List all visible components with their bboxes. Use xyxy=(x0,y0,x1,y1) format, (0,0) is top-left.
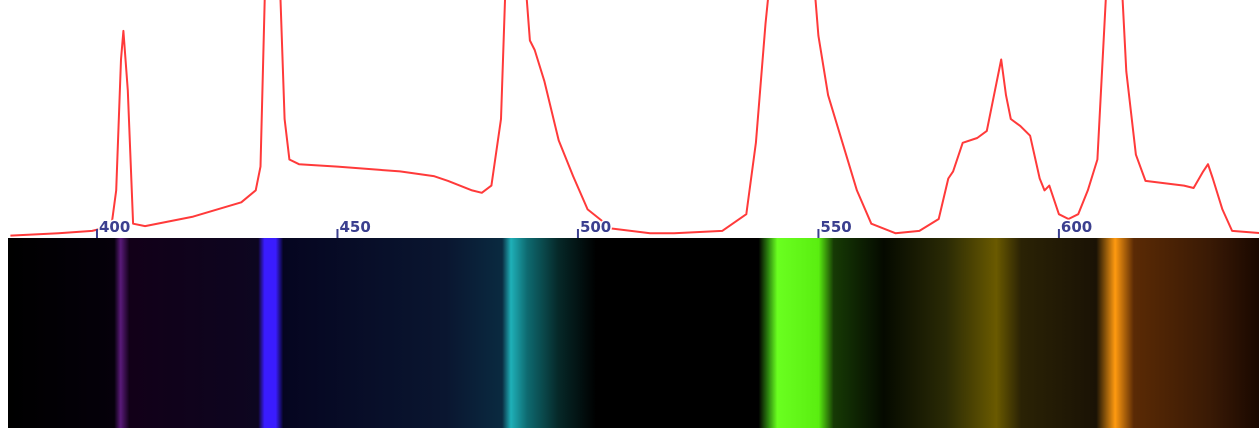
spectrum-line xyxy=(10,0,1259,236)
x-tick-label: 450 xyxy=(339,218,370,236)
plot-area xyxy=(10,0,1259,236)
x-tick-label: 400 xyxy=(99,218,130,236)
x-tick-label: 600 xyxy=(1061,218,1092,236)
x-tick-label: 500 xyxy=(580,218,611,236)
spectrum-band xyxy=(8,238,1259,428)
x-tick-label: 550 xyxy=(820,218,851,236)
spectrum-chart: 400 450 500 550 600 xyxy=(0,0,1259,428)
